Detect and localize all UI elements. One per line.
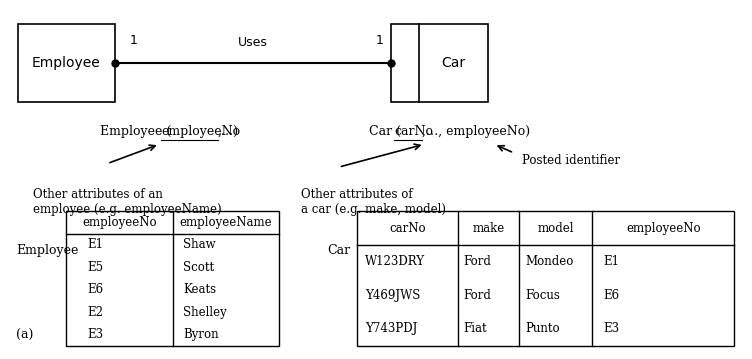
- Text: E6: E6: [604, 289, 620, 302]
- Text: model: model: [538, 222, 574, 234]
- Text: ,…): ,…): [218, 125, 239, 138]
- Text: Other attributes of
a car (e.g. make, model): Other attributes of a car (e.g. make, mo…: [302, 188, 447, 216]
- Text: 1: 1: [129, 34, 138, 47]
- Bar: [18, 24, 115, 102]
- Text: Keats: Keats: [183, 283, 217, 296]
- Text: E5: E5: [87, 261, 104, 274]
- Text: ,…, employeeNo): ,…, employeeNo): [423, 125, 530, 138]
- Text: (a): (a): [17, 328, 34, 341]
- Text: Byron: Byron: [183, 328, 219, 341]
- Bar: [357, 211, 734, 346]
- Text: Y469JWS: Y469JWS: [365, 289, 421, 302]
- Text: 1: 1: [376, 34, 384, 47]
- Text: Y743PDJ: Y743PDJ: [365, 322, 418, 335]
- Text: Employee: Employee: [32, 56, 101, 70]
- Text: E3: E3: [87, 328, 104, 341]
- Text: Shaw: Shaw: [183, 238, 216, 251]
- Text: Employee (: Employee (: [100, 125, 171, 138]
- Text: E2: E2: [87, 306, 104, 318]
- Text: E3: E3: [604, 322, 620, 335]
- Text: Fiat: Fiat: [463, 322, 487, 335]
- Text: Shelley: Shelley: [183, 306, 227, 318]
- Text: Car (: Car (: [368, 125, 401, 138]
- Text: Punto: Punto: [525, 322, 559, 335]
- Bar: [391, 24, 488, 102]
- Text: employeeNo: employeeNo: [626, 222, 701, 234]
- Text: employeeNo: employeeNo: [82, 216, 156, 229]
- Text: Car: Car: [327, 244, 350, 257]
- Text: Mondeo: Mondeo: [525, 255, 574, 268]
- Text: E1: E1: [87, 238, 104, 251]
- Text: employeeNo: employeeNo: [161, 125, 240, 138]
- Text: Employee: Employee: [17, 244, 79, 257]
- Text: E1: E1: [604, 255, 620, 268]
- Text: carNo: carNo: [390, 222, 426, 234]
- Text: Ford: Ford: [463, 289, 491, 302]
- Bar: [66, 211, 279, 346]
- Text: Scott: Scott: [183, 261, 214, 274]
- Text: Car: Car: [441, 56, 465, 70]
- Text: Uses: Uses: [238, 36, 268, 49]
- Text: employeeName: employeeName: [180, 216, 272, 229]
- Text: make: make: [472, 222, 505, 234]
- Text: E6: E6: [87, 283, 104, 296]
- Text: Focus: Focus: [525, 289, 560, 302]
- Text: W123DRY: W123DRY: [365, 255, 426, 268]
- Text: Posted identifier: Posted identifier: [522, 154, 620, 167]
- Text: Other attributes of an
employee (e.g. employeeName): Other attributes of an employee (e.g. em…: [32, 188, 221, 216]
- Text: Ford: Ford: [463, 255, 491, 268]
- Text: carNo: carNo: [394, 125, 433, 138]
